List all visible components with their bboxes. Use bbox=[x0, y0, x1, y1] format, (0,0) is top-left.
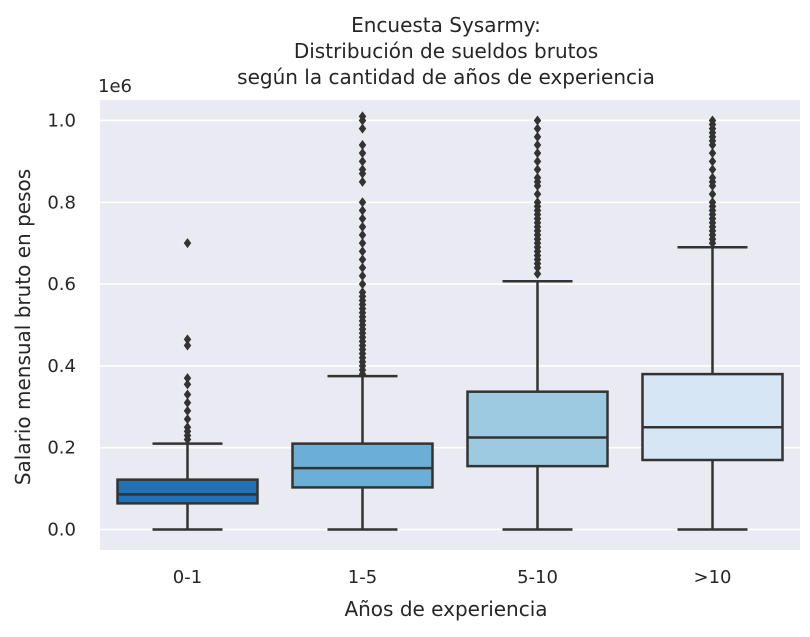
y-scale-label: 1e6 bbox=[98, 76, 132, 97]
outlier-point bbox=[358, 123, 367, 134]
outlier-point bbox=[358, 287, 367, 298]
outlier-point bbox=[358, 246, 367, 257]
outlier-point bbox=[708, 164, 717, 175]
y-tick-label: 1.0 bbox=[47, 110, 76, 131]
outlier-point bbox=[358, 111, 367, 122]
outlier-point bbox=[533, 197, 542, 208]
y-tick-label: 0.8 bbox=[47, 192, 76, 213]
iqr-box bbox=[291, 442, 434, 489]
outlier-point bbox=[708, 172, 717, 183]
outlier-point bbox=[183, 379, 192, 390]
outlier-point bbox=[358, 279, 367, 290]
outlier-point bbox=[533, 268, 542, 279]
outlier-point bbox=[708, 115, 717, 126]
outlier-point bbox=[533, 140, 542, 150]
x-tick-labels: 0-1 1-5 5-10 >10 bbox=[173, 567, 732, 588]
outlier-point bbox=[708, 189, 717, 200]
outlier-point bbox=[358, 197, 367, 208]
chart-title-line-3: según la cantidad de años de experiencia bbox=[237, 65, 655, 89]
outlier-point bbox=[358, 254, 367, 265]
outlier-point bbox=[183, 373, 192, 384]
outlier-point bbox=[358, 140, 367, 150]
outlier-point bbox=[708, 156, 717, 167]
outlier-point bbox=[183, 414, 192, 425]
outlier-point bbox=[533, 123, 542, 134]
iqr-box bbox=[641, 372, 784, 462]
chart-title-line-1: Encuesta Sysarmy: bbox=[351, 13, 541, 37]
y-axis-label: Salario mensual bruto en pesos bbox=[11, 169, 35, 485]
outlier-point bbox=[183, 340, 192, 351]
x-tick-label: 5-10 bbox=[517, 567, 558, 588]
outlier-point bbox=[533, 156, 542, 167]
box-3 bbox=[641, 115, 784, 531]
outlier-point bbox=[533, 148, 542, 159]
outlier-point bbox=[358, 262, 367, 273]
outlier-point bbox=[358, 164, 367, 175]
outlier-point bbox=[183, 422, 192, 433]
outlier-point bbox=[708, 197, 717, 208]
y-tick-label: 0.2 bbox=[47, 438, 76, 459]
outlier-point bbox=[533, 131, 542, 142]
x-tick-label: >10 bbox=[694, 567, 732, 588]
outlier-point bbox=[358, 230, 367, 240]
plot-area bbox=[100, 100, 800, 550]
outlier-point bbox=[183, 389, 192, 400]
x-tick-label: 0-1 bbox=[173, 567, 202, 588]
y-tick-label: 0.6 bbox=[47, 274, 76, 295]
outlier-point bbox=[183, 405, 192, 416]
outlier-point bbox=[183, 397, 192, 408]
box-2 bbox=[466, 115, 609, 531]
outlier-point bbox=[533, 164, 542, 175]
box-0 bbox=[116, 238, 259, 531]
outlier-point bbox=[183, 334, 192, 345]
outlier-point bbox=[708, 148, 717, 159]
box-1 bbox=[291, 111, 434, 531]
boxes-group bbox=[116, 111, 784, 531]
outlier-point bbox=[358, 270, 367, 281]
x-tick-label: 1-5 bbox=[348, 567, 377, 588]
outlier-point bbox=[533, 189, 542, 200]
outlier-point bbox=[358, 176, 367, 187]
outlier-point bbox=[358, 156, 367, 167]
y-tick-labels: 0.0 0.2 0.4 0.6 0.8 1.0 bbox=[47, 110, 76, 540]
outlier-point bbox=[358, 238, 367, 249]
outlier-point bbox=[533, 172, 542, 183]
y-tick-label: 0.4 bbox=[47, 356, 76, 377]
outlier-point bbox=[358, 213, 367, 224]
outlier-point bbox=[533, 115, 542, 126]
iqr-box bbox=[466, 390, 609, 468]
x-axis-label: Años de experiencia bbox=[344, 597, 547, 621]
iqr-box bbox=[116, 478, 259, 505]
chart-title-line-2: Distribución de sueldos brutos bbox=[294, 39, 598, 63]
outlier-point bbox=[358, 205, 367, 216]
outlier-point bbox=[358, 148, 367, 159]
outlier-point bbox=[183, 238, 192, 249]
y-tick-label: 0.0 bbox=[47, 520, 76, 541]
outlier-point bbox=[358, 221, 367, 232]
